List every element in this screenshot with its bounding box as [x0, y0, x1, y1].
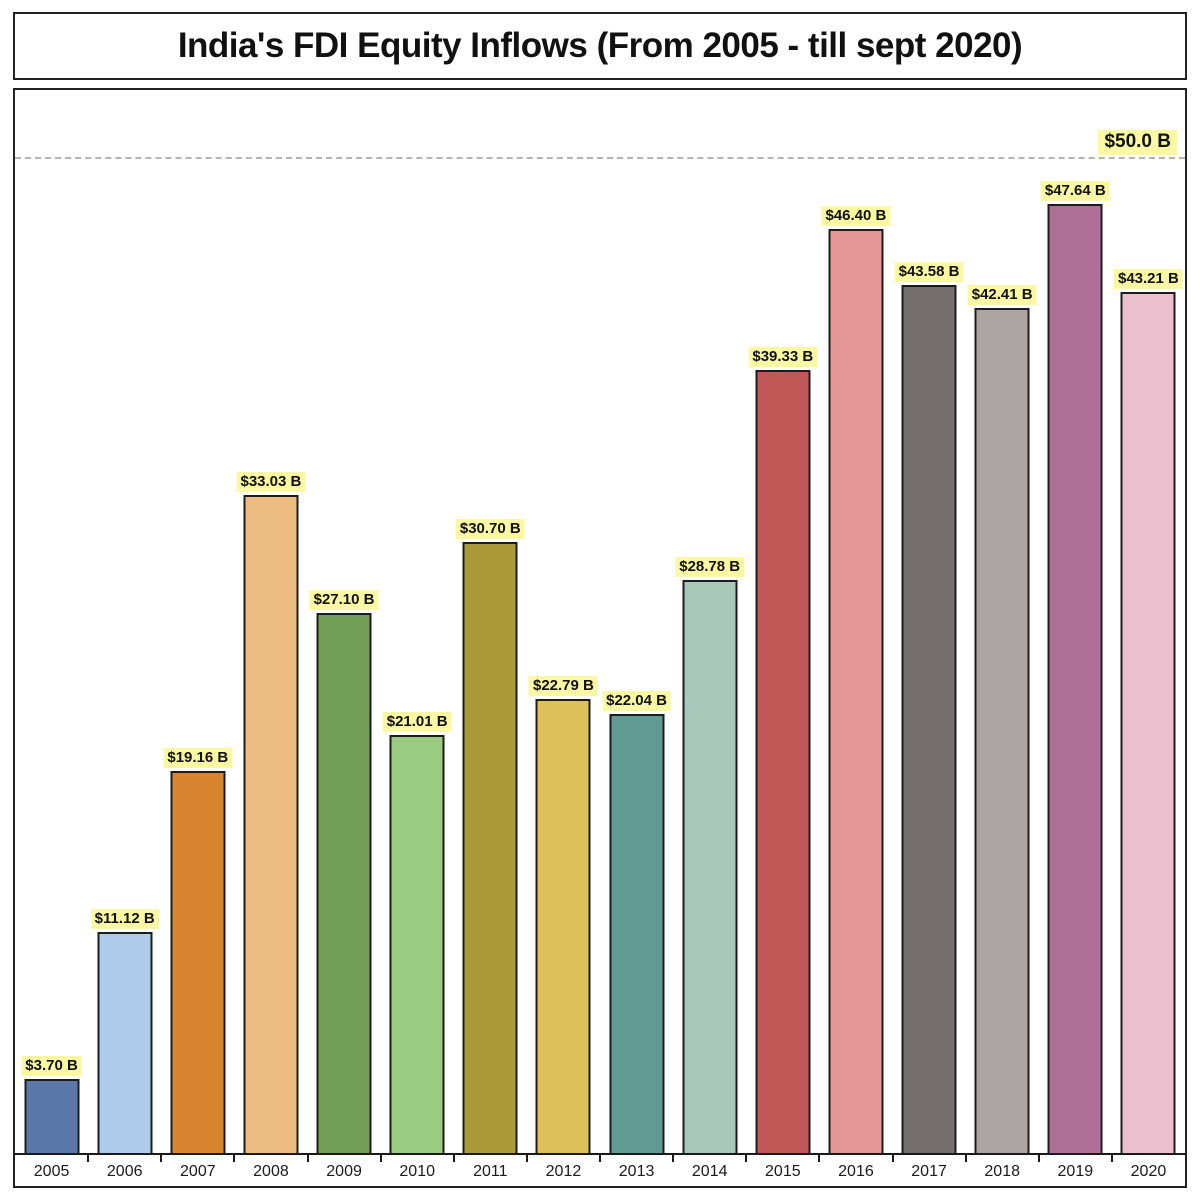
bar-2008: [243, 495, 299, 1153]
bar-2020: [1120, 292, 1176, 1153]
value-label-2009: $27.10 B: [309, 590, 379, 611]
x-axis-label-2008: 2008: [253, 1162, 289, 1180]
x-axis-label-2009: 2009: [326, 1162, 362, 1180]
bar-2011: [462, 541, 518, 1153]
value-label-2008: $33.03 B: [236, 472, 306, 492]
x-axis-tick: [672, 1155, 675, 1162]
value-label-2019: $47.64 B: [1040, 181, 1110, 201]
x-axis-label-2015: 2015: [765, 1162, 801, 1180]
x-axis-tick: [891, 1155, 894, 1162]
bar-slot-2009: $27.10 B: [308, 90, 381, 1153]
bar-slot-2015: $39.33 B: [746, 90, 819, 1153]
bar-slot-2016: $46.40 B: [819, 90, 892, 1153]
value-label-2006: $11.12 B: [90, 908, 159, 929]
bar-2013: [609, 714, 665, 1153]
x-axis: 2005 2006 2007 2008 2009 2010 2011 2012 2013 2014…: [15, 1155, 1185, 1186]
x-axis-label-2019: 2019: [1057, 1162, 1094, 1180]
bar-slot-2020: $43.21 B: [1112, 90, 1185, 1153]
value-label-2007: $19.16 B: [163, 748, 233, 769]
bar-2019: [1047, 204, 1103, 1153]
value-label-2018: $42.41 B: [967, 285, 1037, 306]
x-axis-tick: [964, 1155, 967, 1162]
bar-2015: [755, 369, 811, 1153]
bar-slot-2007: $19.16 B: [161, 90, 234, 1153]
x-axis-label-2011: 2011: [473, 1162, 508, 1180]
bar-slot-2011: $30.70 B: [454, 90, 527, 1153]
value-label-2014: $28.78 B: [675, 556, 745, 577]
plot-area: $50.0 B $3.70 B $11.12 B $19.16 B $33.03 B $…: [15, 90, 1185, 1155]
bar-slot-2014: $28.78 B: [673, 90, 746, 1153]
x-axis-label-2017: 2017: [911, 1162, 947, 1180]
reference-line: [15, 157, 1185, 159]
value-label-2017: $43.58 B: [894, 261, 964, 282]
x-axis-label-2016: 2016: [838, 1162, 874, 1180]
value-label-2005: $3.70 B: [21, 1056, 82, 1077]
x-axis-tick: [306, 1155, 309, 1162]
chart-area: $50.0 B $3.70 B $11.12 B $19.16 B $33.03 B $…: [13, 88, 1187, 1188]
bar-slot-2008: $33.03 B: [234, 90, 307, 1153]
bar-2005: [24, 1079, 80, 1153]
x-axis-tick: [87, 1155, 90, 1162]
value-label-2010: $21.01 B: [382, 711, 452, 732]
x-axis-label-2006: 2006: [106, 1162, 143, 1180]
chart-title: India's FDI Equity Inflows (From 2005 - …: [177, 26, 1023, 65]
value-label-2015: $39.33 B: [748, 346, 818, 367]
bar-slot-2006: $11.12 B: [88, 90, 161, 1153]
chart-title-box: India's FDI Equity Inflows (From 2005 - …: [13, 12, 1187, 80]
bar-slot-2010: $21.01 B: [381, 90, 454, 1153]
x-axis-tick: [1110, 1155, 1113, 1162]
bar-2012: [535, 699, 591, 1153]
bar-slot-2017: $43.58 B: [893, 90, 966, 1153]
x-axis-tick: [452, 1155, 455, 1162]
bar-slot-2012: $22.79 B: [527, 90, 600, 1153]
bar-2014: [682, 579, 738, 1153]
x-axis-label-2005: 2005: [33, 1162, 70, 1180]
x-axis-label-2014: 2014: [691, 1162, 728, 1180]
value-label-2013: $22.04 B: [602, 691, 672, 711]
value-label-2011: $30.70 B: [455, 518, 525, 539]
x-axis-tick: [1037, 1155, 1040, 1162]
x-axis-label-2010: 2010: [399, 1162, 435, 1180]
bar-slot-2005: $3.70 B: [15, 90, 88, 1153]
bar-slot-2013: $22.04 B: [600, 90, 673, 1153]
x-axis-tick: [160, 1155, 163, 1162]
value-label-2016: $46.40 B: [821, 205, 891, 226]
x-axis-tick: [745, 1155, 748, 1162]
x-axis-label-2020: 2020: [1130, 1162, 1167, 1180]
x-axis-tick: [525, 1155, 528, 1162]
x-axis-tick: [379, 1155, 382, 1162]
x-axis-tick: [818, 1155, 821, 1162]
x-axis-label-2018: 2018: [984, 1162, 1020, 1180]
x-axis-label-2007: 2007: [180, 1162, 216, 1180]
bar-2018: [974, 308, 1030, 1153]
bars-container: $3.70 B $11.12 B $19.16 B $33.03 B $27.10 B $…: [15, 90, 1185, 1153]
bar-2017: [901, 284, 957, 1153]
x-axis-tick: [233, 1155, 236, 1162]
reference-line-label: $50.0 B: [1098, 130, 1177, 155]
x-axis-label-2013: 2013: [618, 1162, 655, 1180]
bar-2016: [828, 228, 884, 1153]
bar-2009: [316, 613, 372, 1153]
bar-slot-2018: $42.41 B: [966, 90, 1039, 1153]
x-axis-tick: [599, 1155, 601, 1162]
value-label-2012: $22.79 B: [528, 676, 598, 696]
bar-2006: [97, 931, 153, 1153]
bar-slot-2019: $47.64 B: [1039, 90, 1112, 1153]
value-label-2020: $43.21 B: [1113, 269, 1183, 290]
bar-2007: [170, 771, 226, 1153]
bar-2010: [389, 734, 445, 1153]
x-axis-label-2012: 2012: [545, 1162, 582, 1180]
